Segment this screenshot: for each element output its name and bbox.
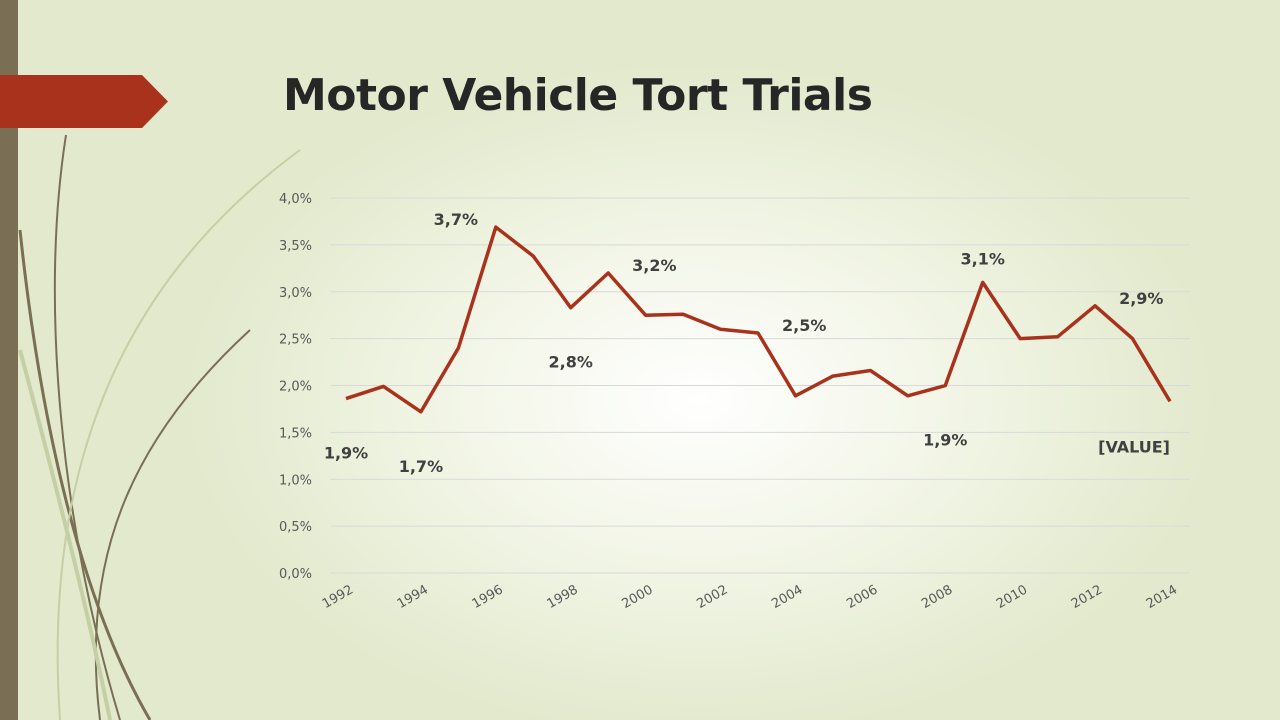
y-tick-label: 2,5%	[279, 333, 312, 348]
y-tick-label: 2,0%	[279, 380, 312, 395]
data-label: [VALUE]	[1098, 437, 1170, 456]
x-tick-label: 1994	[395, 582, 431, 612]
y-tick-label: 4,0%	[279, 192, 312, 207]
y-tick-label: 0,0%	[279, 567, 312, 582]
y-tick-label: 1,0%	[279, 473, 312, 488]
slide-title: Motor Vehicle Tort Trials	[283, 70, 873, 121]
y-tick-label: 3,0%	[279, 286, 312, 301]
x-tick-label: 2008	[919, 582, 955, 612]
x-tick-label: 2002	[694, 582, 730, 612]
y-tick-label: 3,5%	[279, 239, 312, 254]
x-tick-label: 2004	[769, 582, 805, 612]
y-axis-ticks: 0,0% 0,5% 1,0% 1,5% 2,0% 2,5% 3,0% 3,5% 4,0%	[279, 192, 312, 582]
data-label: 3,1%	[961, 249, 1005, 268]
data-label: 2,5%	[782, 316, 826, 335]
data-label: 1,7%	[399, 457, 443, 476]
data-label: 2,9%	[1119, 289, 1163, 308]
title-accent-tab	[0, 75, 168, 128]
x-tick-label: 2006	[844, 582, 880, 612]
gridlines	[330, 197, 1190, 574]
y-tick-label: 1,5%	[279, 426, 312, 441]
data-label: 1,9%	[923, 431, 967, 450]
x-tick-label: 1998	[545, 582, 581, 612]
data-label: 2,8%	[549, 353, 593, 372]
series-line	[345, 225, 1172, 414]
y-tick-label: 0,5%	[279, 520, 312, 535]
left-accent-bar	[0, 0, 18, 720]
x-tick-label: 2000	[619, 582, 655, 612]
x-tick-label: 2014	[1144, 582, 1180, 612]
x-tick-label: 1996	[470, 582, 506, 612]
data-label: 3,2%	[632, 256, 676, 275]
data-label: 3,7%	[434, 210, 478, 229]
x-axis-ticks: 1992 1994 1996 1998 2000 2002 2004 2006 2008 2010…	[320, 582, 1180, 612]
data-labels: 1,9% 1,7% 3,7% 2,8% 3,2% 2,5% 1,9% 3,1% 2,9% [VAL…	[324, 210, 1170, 476]
x-tick-label: 1992	[320, 582, 356, 612]
x-tick-label: 2012	[1069, 582, 1105, 612]
data-label: 1,9%	[324, 444, 368, 463]
x-tick-label: 2010	[994, 582, 1030, 612]
